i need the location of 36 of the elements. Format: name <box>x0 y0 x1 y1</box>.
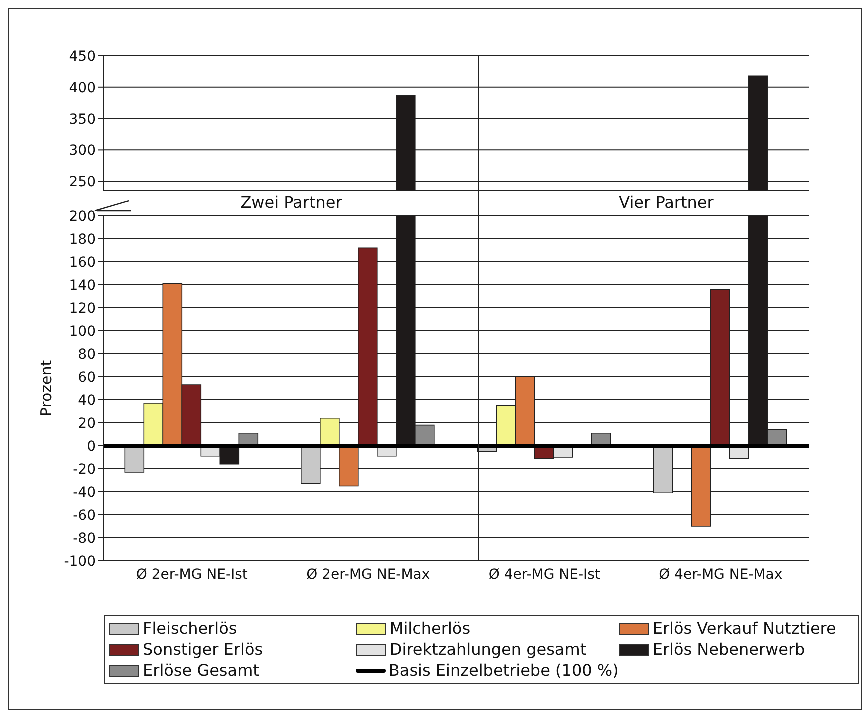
y-tick-label: 100 <box>69 324 96 340</box>
legend-label: Erlöse Gesamt <box>143 661 260 680</box>
y-tick-label: 400 <box>69 80 96 96</box>
y-tick-label: -100 <box>64 554 96 570</box>
y-tick-label: -80 <box>73 530 96 547</box>
x-tick-label: Ø 2er-MG NE-Max <box>306 566 430 583</box>
y-tick-label: 60 <box>78 370 96 386</box>
legend-label: Milcherlös <box>390 619 471 638</box>
y-tick-label: 300 <box>69 143 96 160</box>
y-tick-label: 160 <box>69 254 96 271</box>
text: Zwei Partner <box>240 193 344 212</box>
y-tick-label: 250 <box>69 174 96 191</box>
y-tick-label: -60 <box>73 508 96 524</box>
legend-label: Basis Einzelbetriebe (100 %) <box>388 661 619 680</box>
y-tick-label: 0 <box>87 438 96 455</box>
y-tick-label: 120 <box>69 300 96 317</box>
legend-label: Fleischerlös <box>143 619 238 638</box>
text: Vier Partner <box>618 193 715 212</box>
y-tick-label: 450 <box>69 48 96 65</box>
x-tick-label: Ø 4er-MG NE-Ist <box>488 566 601 583</box>
y-tick-label: 20 <box>78 416 96 432</box>
legend-label: Erlös Nebenerwerb <box>652 640 806 659</box>
y-tick-label: -20 <box>73 462 96 478</box>
y-tick-label: 40 <box>78 392 96 409</box>
y-tick-label: 80 <box>78 346 96 363</box>
legend-label: Direktzahlungen gesamt <box>390 640 587 659</box>
legend-label: Sonstiger Erlös <box>143 640 264 659</box>
y-tick-label: -40 <box>73 484 96 501</box>
y-tick-label: 140 <box>69 278 96 294</box>
x-tick-label: Ø 2er-MG NE-Ist <box>136 566 248 583</box>
y-tick-label: 350 <box>69 112 96 128</box>
y-axis-title: Prozent <box>37 360 56 417</box>
legend-label: Erlös Verkauf Nutztiere <box>652 619 836 638</box>
x-tick-label: Ø 4er-MG NE-Max <box>659 566 783 583</box>
y-tick-label: 200 <box>69 208 96 225</box>
y-tick-label: 180 <box>69 232 96 248</box>
